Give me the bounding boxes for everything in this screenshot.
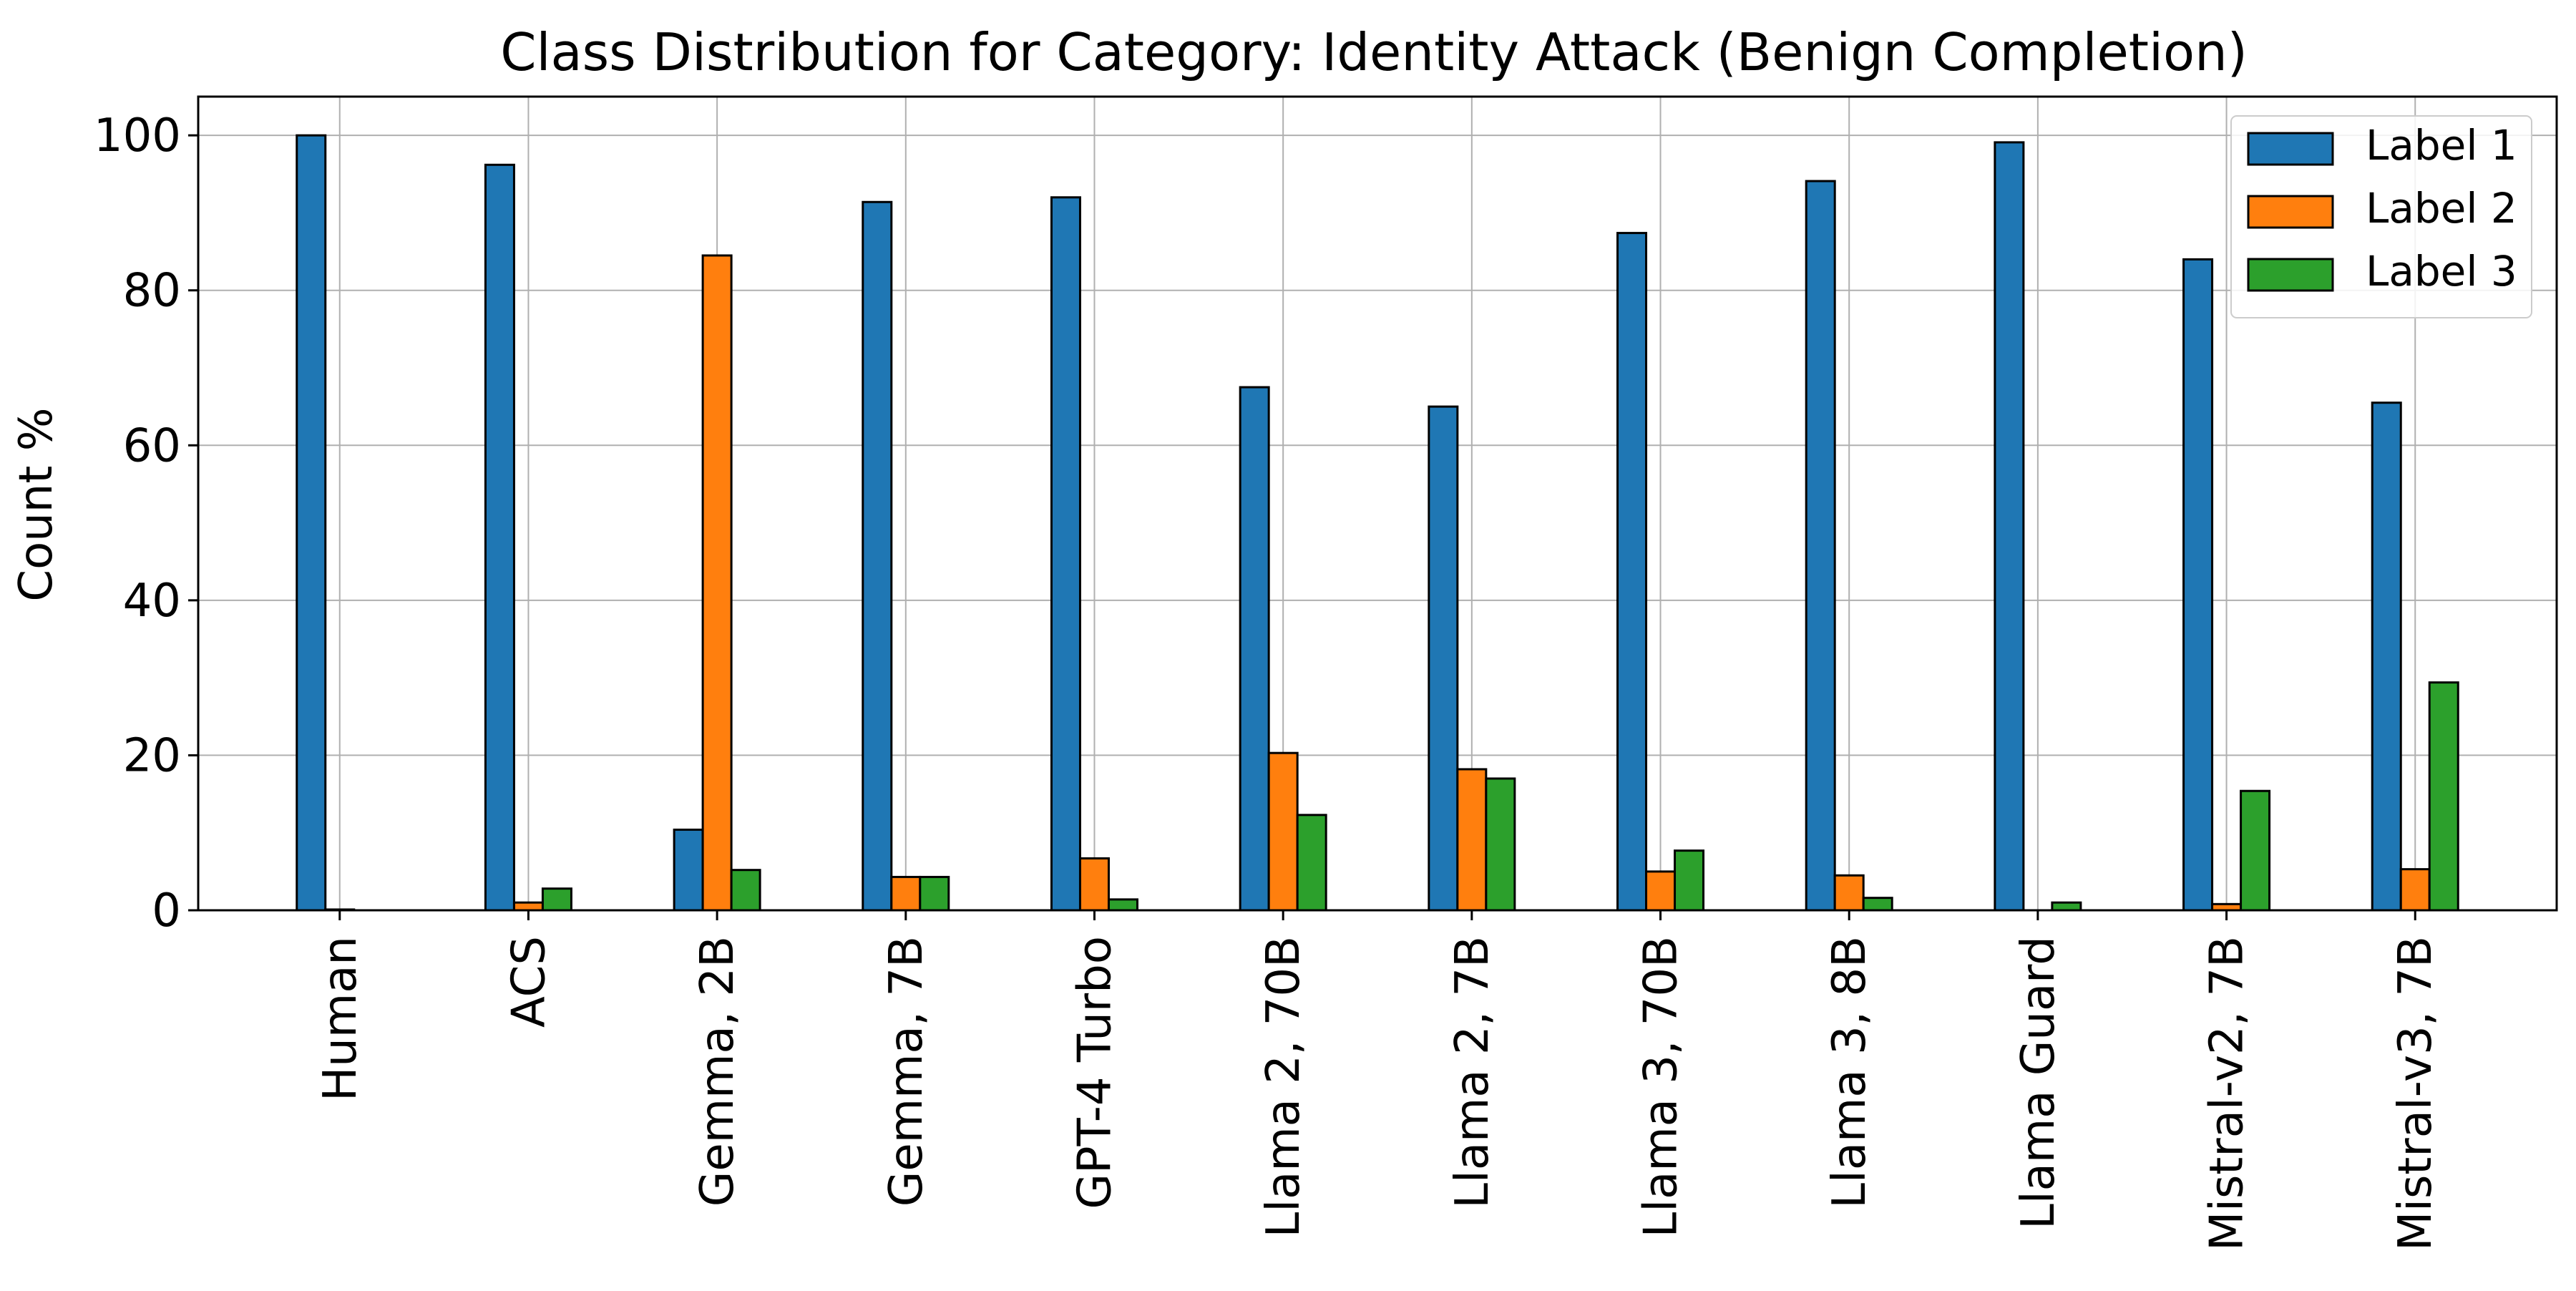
bar-label-3 <box>1862 897 1893 912</box>
x-tick-label: Gemma, 7B <box>880 936 933 1207</box>
x-tick-label: Llama Guard <box>2012 936 2065 1229</box>
bar-label-1 <box>862 200 893 912</box>
legend: Label 1 Label 2 Label 3 <box>2230 115 2532 318</box>
bar-label-2 <box>1267 751 1299 912</box>
y-tick-label: 80 <box>123 265 181 318</box>
legend-swatch <box>2247 195 2334 229</box>
y-tick-label: 40 <box>123 575 181 628</box>
y-tick-label: 100 <box>94 109 181 162</box>
legend-swatch <box>2247 132 2334 166</box>
bar-label-1 <box>484 163 515 912</box>
bar-label-3 <box>2428 681 2459 912</box>
plot-frame <box>197 95 2558 912</box>
bar-label-1 <box>1616 232 1648 912</box>
bar-label-3 <box>1485 777 1516 912</box>
bars <box>296 134 2459 912</box>
x-tick-label: Mistral-v2, 7B <box>2201 936 2254 1251</box>
x-tick-label: Llama 2, 7B <box>1446 936 1499 1209</box>
x-tick-label: Human <box>314 936 367 1101</box>
bar-label-1 <box>673 828 704 912</box>
legend-label: Label 3 <box>2366 247 2517 296</box>
legend-label: Label 1 <box>2366 121 2517 170</box>
x-tick-label: Llama 2, 70B <box>1257 936 1310 1237</box>
bar-label-3 <box>1296 814 1327 912</box>
bar-label-3 <box>1107 898 1138 912</box>
bar-label-1 <box>296 134 327 912</box>
bar-label-1 <box>1050 196 1081 912</box>
bar-label-1 <box>2182 258 2214 912</box>
y-tick-label: 0 <box>152 885 181 937</box>
bar-label-1 <box>1994 141 2025 912</box>
bar-label-2 <box>512 901 544 912</box>
bar-label-2 <box>1078 857 1110 912</box>
legend-label: Label 2 <box>2366 184 2517 233</box>
bar-label-3 <box>730 869 761 912</box>
bar-label-1 <box>2371 401 2402 912</box>
chart-title: Class Distribution for Category: Identit… <box>500 22 2248 82</box>
y-tick-label: 60 <box>123 419 181 472</box>
bar-label-3 <box>2240 789 2271 912</box>
y-axis-label: Count % <box>10 407 63 601</box>
axes: 0 20 40 60 80 100 Human ACS Gemma, 2B Gemma, 7B GP… <box>94 109 2442 1251</box>
bar-label-3 <box>541 887 572 912</box>
x-tick-label: Llama 3, 8B <box>1823 936 1876 1209</box>
y-tick-label: 20 <box>123 729 181 782</box>
bar-label-1 <box>1805 180 1836 912</box>
bar-label-2 <box>701 254 733 912</box>
x-tick-label: Llama 3, 70B <box>1635 936 1688 1237</box>
bar-label-2 <box>1833 874 1865 912</box>
bar-label-1 <box>1428 405 1459 912</box>
bar-label-3 <box>919 875 950 912</box>
bar-label-3 <box>1674 849 1705 912</box>
bar-label-2 <box>1645 870 1677 912</box>
bar-label-2 <box>2399 868 2431 912</box>
legend-swatch <box>2247 258 2334 292</box>
bar-label-2 <box>890 875 922 912</box>
bar-label-1 <box>1239 386 1270 912</box>
grid-lines <box>198 97 2557 911</box>
bar-label-2 <box>1456 768 1488 912</box>
x-tick-label: Gemma, 2B <box>691 936 744 1207</box>
x-tick-label: Mistral-v3, 7B <box>2389 936 2442 1251</box>
x-tick-label: ACS <box>502 936 555 1028</box>
bar-label-3 <box>2051 901 2082 912</box>
x-tick-label: GPT-4 Turbo <box>1068 936 1121 1209</box>
